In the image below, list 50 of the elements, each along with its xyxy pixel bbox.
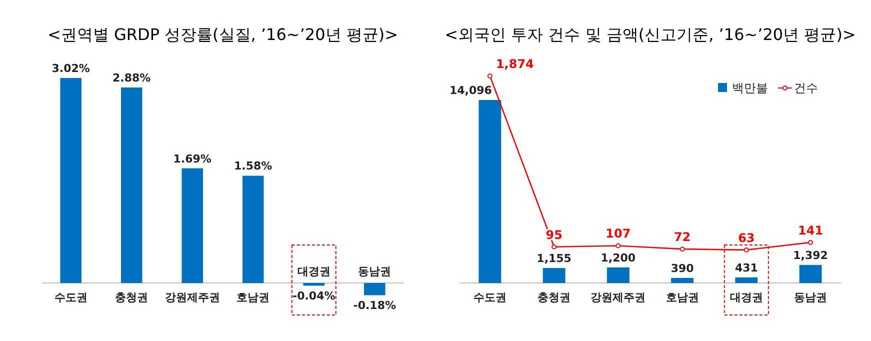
data-label: -0.18% bbox=[353, 299, 396, 312]
bar bbox=[478, 100, 502, 283]
x-tick-label: 충청권 bbox=[538, 291, 571, 304]
data-label: 1,392 bbox=[793, 248, 828, 262]
data-label: 63 bbox=[738, 230, 755, 245]
data-label: -0.04% bbox=[292, 290, 336, 303]
x-tick-label: 동남권 bbox=[358, 265, 392, 278]
legend-label: 건수 bbox=[794, 81, 818, 95]
data-label: 14,096 bbox=[450, 84, 492, 97]
chart-title: <권역별 GRDP 성장률(실질, ’16~’20년 평균)> bbox=[47, 25, 398, 44]
data-label: 2.88% bbox=[112, 72, 151, 85]
data-label: 3.02% bbox=[52, 62, 90, 75]
bar bbox=[60, 78, 82, 283]
point bbox=[680, 246, 685, 252]
bar bbox=[542, 268, 566, 283]
bar bbox=[799, 264, 822, 283]
x-tick-label: 강원제주권 bbox=[590, 291, 646, 304]
bar bbox=[182, 168, 204, 283]
data-label: 1,874 bbox=[496, 57, 534, 71]
bar bbox=[120, 88, 142, 283]
data-label: 1,200 bbox=[600, 251, 636, 264]
bar bbox=[303, 283, 325, 286]
x-tick-label: 대경권 bbox=[297, 265, 330, 278]
data-label: 141 bbox=[798, 223, 824, 238]
point bbox=[744, 247, 749, 252]
bar bbox=[606, 267, 630, 283]
legend-label: 백만불 bbox=[732, 81, 768, 95]
bar bbox=[364, 283, 386, 296]
x-tick-label: 동남권 bbox=[794, 291, 828, 304]
x-tick-label: 호남권 bbox=[666, 291, 699, 304]
data-label: 431 bbox=[734, 261, 758, 274]
bar bbox=[671, 278, 694, 283]
x-tick-label: 수도권 bbox=[54, 291, 88, 304]
point bbox=[808, 240, 814, 245]
point bbox=[616, 243, 621, 248]
data-label: 1.69% bbox=[173, 152, 212, 166]
point bbox=[552, 244, 557, 250]
x-tick-label: 대경권 bbox=[730, 291, 763, 304]
data-label: 1.58% bbox=[234, 160, 272, 173]
bar bbox=[735, 277, 758, 283]
x-tick-label: 강원제주권 bbox=[164, 291, 220, 304]
chart-title: <외국인 투자 건수 및 금액(신고기준, ’16~’20년 평균)> bbox=[444, 25, 856, 44]
bar bbox=[242, 176, 264, 283]
x-tick-label: 충청권 bbox=[115, 291, 148, 304]
data-label: 1,155 bbox=[536, 252, 572, 266]
x-tick-label: 호남권 bbox=[236, 291, 270, 304]
x-tick-label: 수도권 bbox=[473, 291, 506, 304]
data-label: 107 bbox=[606, 226, 631, 241]
data-label: 390 bbox=[670, 262, 694, 275]
data-label: 72 bbox=[674, 230, 691, 244]
